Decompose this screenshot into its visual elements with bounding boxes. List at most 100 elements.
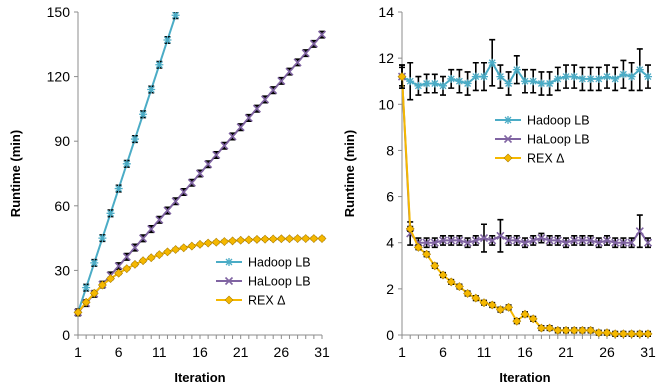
data-point	[154, 250, 164, 260]
data-point	[261, 95, 270, 104]
data-point	[211, 237, 221, 247]
y-tick-label: 150	[47, 4, 71, 20]
data-point	[520, 309, 530, 319]
series-x	[397, 66, 653, 253]
data-point	[570, 72, 579, 81]
data-point	[179, 187, 188, 197]
x-tick-label: 11	[477, 344, 492, 360]
data-point	[244, 113, 253, 123]
data-point	[90, 258, 99, 267]
data-point	[293, 234, 303, 243]
data-point	[487, 300, 497, 310]
data-point	[644, 72, 652, 81]
data-point	[236, 235, 246, 245]
data-point	[430, 238, 439, 247]
data-point	[553, 236, 562, 245]
data-point	[447, 236, 456, 245]
data-point	[619, 70, 628, 79]
data-point	[414, 81, 423, 90]
data-point	[309, 234, 319, 243]
data-point	[537, 234, 546, 243]
data-point	[138, 256, 148, 266]
data-point	[512, 316, 522, 326]
data-point	[627, 329, 637, 339]
y-axis-title: Runtime (min)	[342, 130, 357, 217]
data-point	[147, 224, 156, 234]
legend-label: HaLoop LB	[248, 275, 311, 289]
data-point	[73, 307, 83, 317]
data-point	[422, 79, 431, 88]
y-tick-label: 14	[378, 4, 394, 20]
series-diamond	[73, 234, 327, 317]
legend-marker	[224, 295, 234, 305]
data-point	[82, 283, 91, 292]
data-point	[561, 325, 571, 335]
data-point	[422, 249, 432, 259]
data-point	[187, 178, 196, 187]
y-tick-label: 0	[62, 327, 70, 343]
data-point	[627, 72, 636, 81]
data-point	[285, 234, 294, 244]
data-point	[536, 323, 546, 333]
legend-marker	[504, 116, 512, 124]
data-point	[577, 325, 587, 335]
data-point	[520, 238, 530, 247]
data-point	[195, 169, 205, 178]
data-point	[228, 132, 237, 141]
data-point	[397, 72, 407, 82]
data-point	[496, 231, 505, 240]
data-point	[504, 302, 514, 312]
data-point	[578, 236, 587, 245]
y-tick-label: 6	[386, 189, 394, 205]
data-point	[106, 274, 115, 284]
data-point	[155, 60, 164, 69]
x-axis-title: Iteration	[174, 370, 225, 385]
data-point	[643, 329, 653, 339]
x-tick-label: 6	[115, 344, 123, 360]
data-point	[122, 252, 131, 261]
x-tick-label: 11	[152, 344, 167, 360]
data-point	[195, 239, 205, 249]
data-point	[252, 234, 262, 244]
data-point	[479, 298, 489, 308]
data-point	[317, 30, 327, 39]
data-point	[529, 77, 538, 86]
series-x	[73, 30, 327, 317]
data-point	[204, 160, 213, 169]
plot-area	[73, 12, 327, 317]
data-point	[627, 238, 636, 247]
legend-label: HaLoop LB	[527, 133, 590, 147]
data-point	[545, 323, 555, 333]
x-tick-label: 31	[640, 344, 656, 360]
data-point	[81, 297, 91, 307]
data-point	[430, 261, 440, 271]
x-tick-label: 26	[274, 344, 290, 360]
data-point	[163, 206, 172, 215]
series-star	[398, 38, 652, 101]
legend-label: REX Δ	[248, 294, 286, 308]
x-tick-label: 26	[599, 344, 615, 360]
series-star	[74, 12, 180, 317]
data-point	[446, 277, 456, 287]
data-point	[602, 236, 612, 245]
data-point	[187, 241, 197, 251]
data-point	[89, 288, 99, 298]
x-tick-label: 21	[233, 344, 249, 360]
data-point	[603, 72, 611, 81]
data-point	[463, 289, 473, 298]
legend-marker	[503, 153, 513, 163]
data-point	[293, 58, 302, 67]
data-point	[171, 197, 180, 206]
data-point	[488, 236, 497, 245]
data-point	[578, 74, 587, 83]
data-point	[447, 74, 456, 83]
y-axis-title: Runtime (min)	[8, 130, 23, 217]
data-point	[317, 234, 327, 243]
data-point	[147, 85, 156, 94]
data-point	[405, 224, 415, 234]
x-tick-label: 16	[192, 344, 208, 360]
data-point	[268, 234, 278, 244]
data-point	[495, 305, 505, 315]
